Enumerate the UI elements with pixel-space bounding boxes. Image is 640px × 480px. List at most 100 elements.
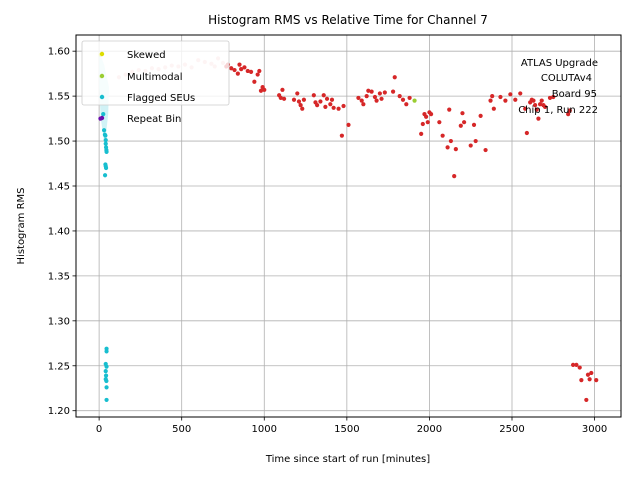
data-point-normal [237,62,242,67]
data-point-flagged-seus [103,373,109,378]
data-point-normal [361,102,366,107]
legend-marker [99,94,105,100]
data-point-normal [547,95,553,101]
data-point-normal [372,94,378,100]
legend-marker [99,73,105,79]
data-point-normal [587,377,592,382]
data-point-normal [491,106,496,111]
y-tick-label: 1.35 [48,271,70,282]
data-point-normal [542,104,548,110]
data-point-normal [248,69,254,74]
data-point-normal [539,98,544,103]
data-point-normal [329,97,335,102]
data-point-flagged-seus [104,364,109,369]
data-point-flagged-seus [103,369,108,374]
y-tick-label: 1.60 [48,47,70,58]
data-point-normal [242,65,247,70]
data-point-flagged-seus [104,385,109,390]
data-point-flagged-seus [103,138,108,143]
data-point-normal [428,111,434,117]
data-point-normal [473,138,478,144]
data-point-normal [374,98,379,103]
data-point-normal [336,106,341,111]
data-point-normal [366,88,371,93]
data-point-normal [425,120,430,125]
data-point-normal [356,95,361,101]
data-point-normal [584,397,589,403]
data-point-normal [523,106,528,111]
legend-entry-flagged-seus: Flagged SEUs [99,93,195,104]
data-point-normal [235,71,240,76]
data-point-normal [300,106,305,111]
data-point-normal [397,94,402,99]
data-point-normal [318,99,323,104]
legend: Skewed Multimodal Flagged SEUs Repeat Bi… [81,40,230,125]
data-point-flagged-seus [102,173,108,178]
data-point-flagged-seus [103,133,108,138]
data-point-normal [458,123,463,128]
data-point-normal [536,116,541,121]
data-point-flagged-seus [103,141,108,146]
x-tick-label: 1000 [252,424,277,435]
data-point-normal [245,68,250,74]
grid-layer [76,35,621,417]
x-tick-label: 3000 [582,424,607,435]
y-tick-label: 1.40 [48,226,70,237]
data-point-normal [392,75,397,80]
data-point-flagged-seus [104,349,109,354]
data-point-flagged-seus [101,128,107,133]
data-point-normal [462,120,467,125]
data-point-normal [369,89,374,94]
data-point-normal [566,111,571,117]
data-point-normal [498,94,503,100]
data-point-normal [324,96,330,101]
data-point-normal [471,122,477,127]
y-tick-label: 1.20 [48,406,70,417]
data-point-normal [278,95,283,101]
data-point-normal [341,103,346,109]
data-point-normal [453,147,458,152]
data-point-normal [524,130,529,136]
data-point-normal [377,91,382,96]
data-point-normal [407,95,412,101]
data-point-normal [468,143,473,148]
x-tick-label: 1500 [334,424,359,435]
data-point-normal [445,145,450,150]
x-axis-label: Time since start of run [minutes] [265,454,430,465]
data-point-normal [567,108,572,113]
legend-label: Skewed [127,50,166,61]
legend-entry-repeat-bin: Repeat Bin [99,114,181,125]
data-point-normal [255,72,260,77]
y-tick-label: 1.25 [48,361,70,372]
data-point-normal [594,378,599,383]
legend-label: Flagged SEUs [127,93,195,104]
data-point-flagged-seus [101,111,106,117]
data-point-normal [331,105,336,110]
data-point-normal [420,121,425,127]
y-axis-ticks: 1.20 1.25 1.30 1.35 1.40 1.45 1.50 1.55 1.60 [48,47,76,417]
y-axis-label: Histogram RMS [16,188,27,265]
data-point-normal [513,97,518,102]
data-point-normal [447,107,452,112]
legend-marker [99,51,105,57]
legend-marker [99,115,105,121]
legend-label: Repeat Bin [127,114,181,125]
data-point-normal [574,362,579,367]
data-point-normal [551,94,556,100]
x-tick-label: 0 [96,424,102,435]
y-tick-label: 1.50 [48,137,70,148]
legend-entry-skewed: Skewed [99,50,166,61]
data-point-normal [503,98,508,103]
y-tick-label: 1.30 [48,316,70,327]
data-point-normal [390,89,396,94]
data-point-normal [571,362,576,367]
annotation-line-2: COLUTAv4 [541,73,592,84]
data-point-flagged-seus [104,397,109,403]
data-point-normal [404,102,409,107]
data-point-normal [262,87,267,92]
data-point-normal [291,97,297,102]
y-tick-label: 1.45 [48,182,70,193]
data-point-flagged-seus [103,165,109,171]
data-point-normal [311,93,316,98]
annotation-line-4: Chip 1, Run 222 [518,105,598,116]
